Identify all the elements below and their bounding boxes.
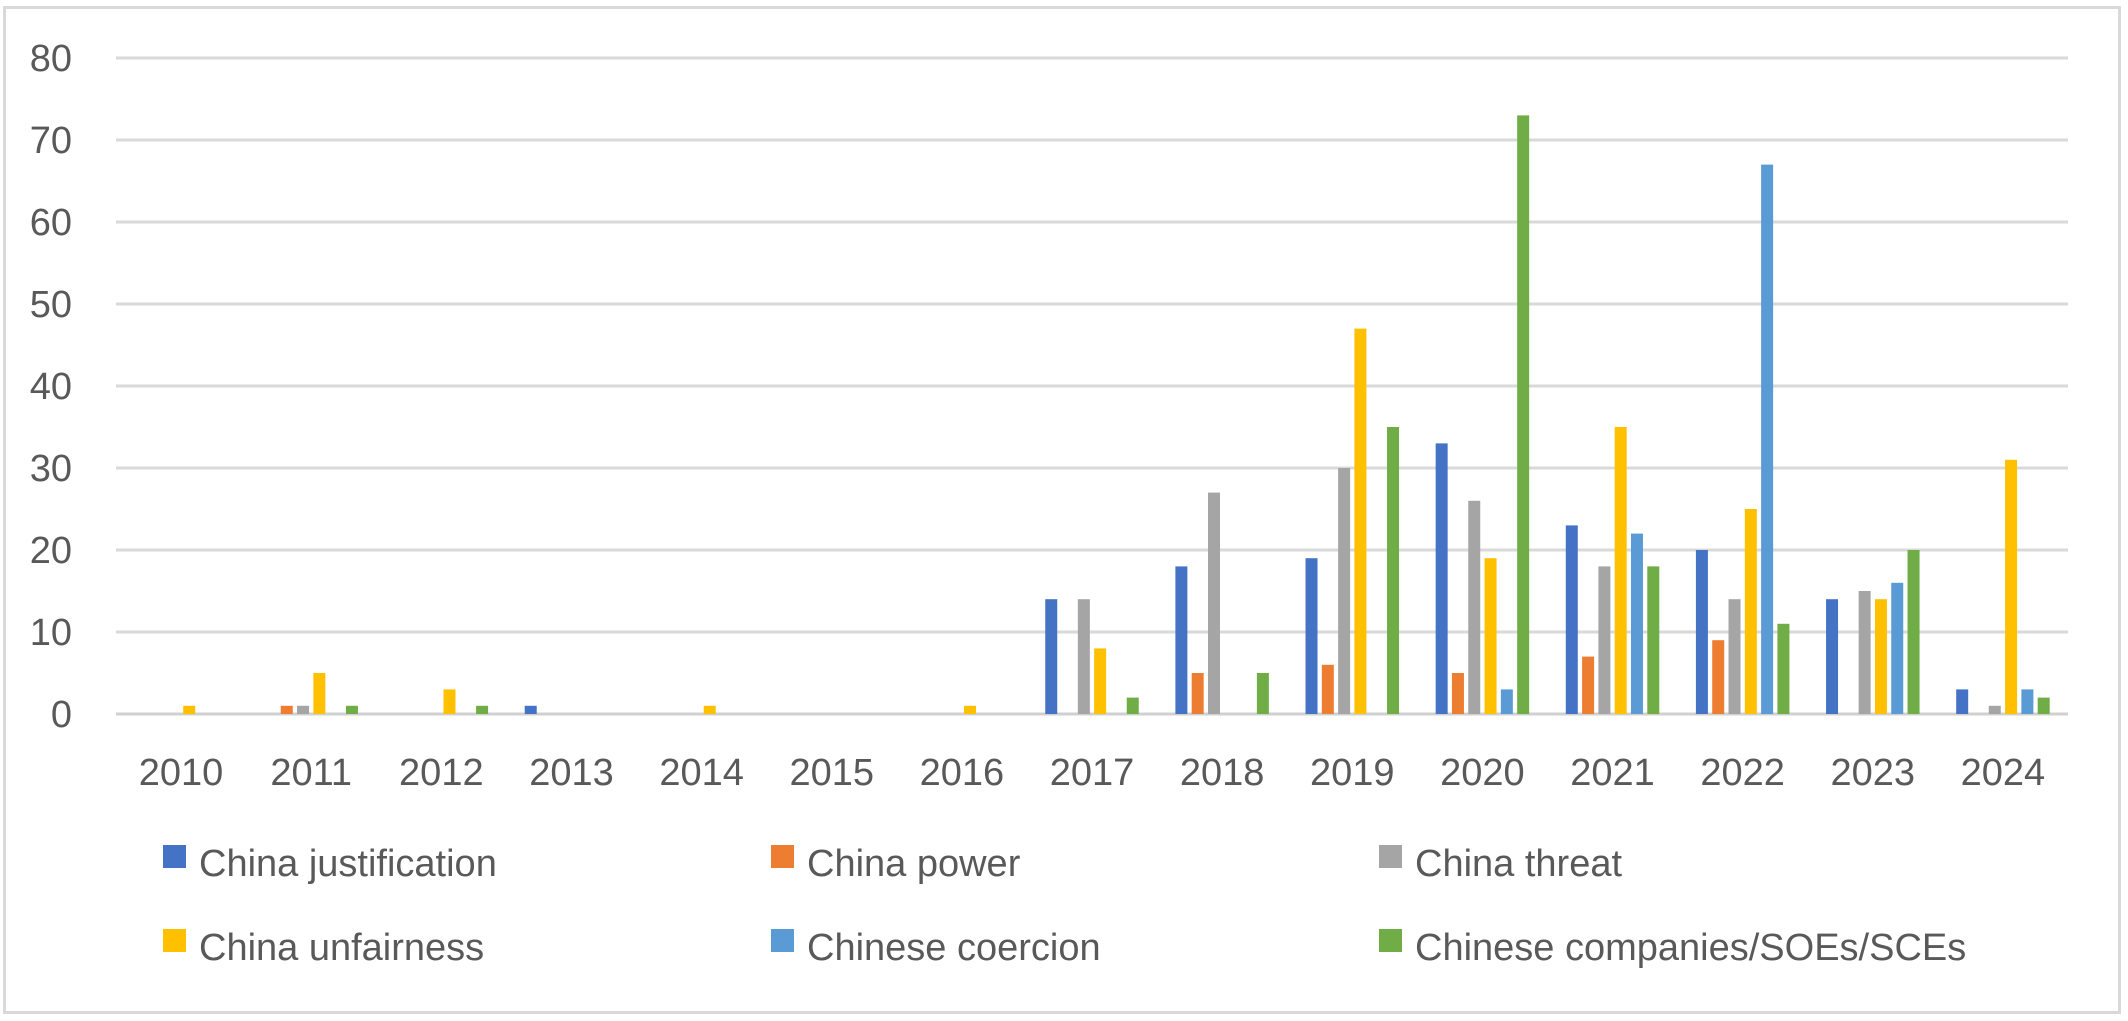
bar: [1744, 509, 1757, 714]
bar: [1191, 673, 1204, 714]
bar: [345, 705, 358, 714]
legend-swatch: [771, 845, 794, 868]
legend-label: Chinese coercion: [807, 927, 1101, 969]
legend-item: China threat: [1379, 843, 1622, 885]
y-tick-label: 60: [30, 202, 72, 244]
gridlines: [116, 56, 2068, 716]
bar: [1647, 566, 1660, 714]
x-tick-label: 2020: [1440, 752, 1525, 794]
bar: [1207, 492, 1220, 714]
bar: [1354, 328, 1367, 714]
y-tick-label: 30: [30, 448, 72, 490]
bar: [1256, 673, 1269, 714]
legend-item: China power: [771, 843, 1021, 885]
legend-label: China unfairness: [199, 927, 484, 969]
bar: [443, 689, 456, 714]
x-tick-label: 2021: [1570, 752, 1655, 794]
bar: [1435, 443, 1448, 714]
bar: [2005, 459, 2018, 714]
bar: [1761, 164, 1774, 715]
bar: [1094, 648, 1107, 714]
bar: [1077, 599, 1090, 714]
bar: [1956, 689, 1969, 714]
bar: [1874, 599, 1887, 714]
legend-item: China justification: [163, 843, 497, 885]
x-tick-label: 2016: [920, 752, 1005, 794]
bar: [1126, 697, 1139, 714]
bar: [1565, 525, 1578, 714]
bar: [703, 705, 716, 714]
legend: China justification China power China thre…: [163, 843, 1966, 969]
x-tick-label: 2010: [139, 752, 224, 794]
x-tick-label: 2023: [1831, 752, 1916, 794]
x-tick-label: 2024: [1961, 752, 2046, 794]
bar: [1500, 689, 1513, 714]
bar: [1712, 640, 1725, 714]
bar: [1468, 500, 1481, 714]
bar: [524, 705, 537, 714]
bar: [2021, 689, 2034, 714]
y-tick-label: 10: [30, 612, 72, 654]
bar: [1907, 550, 1920, 714]
x-tick-label: 2019: [1310, 752, 1395, 794]
legend-swatch: [771, 929, 794, 952]
bar: [1484, 558, 1497, 714]
legend-item: Chinese coercion: [771, 927, 1101, 969]
bar: [1614, 427, 1627, 714]
bar: [1630, 533, 1643, 714]
bar: [1858, 591, 1871, 714]
axes: 0 10 20 30 40 50 60 70 80 2010 2011 2012 2013 2014 201…: [30, 38, 2045, 794]
bars: [183, 115, 2050, 715]
bar: [1321, 664, 1334, 714]
bar: [1387, 427, 1400, 714]
bar: [964, 705, 977, 714]
legend-label: China threat: [1415, 843, 1622, 885]
bar: [1517, 115, 1530, 714]
legend-label: Chinese companies/SOEs/SCEs: [1415, 927, 1966, 969]
x-tick-label: 2011: [270, 752, 352, 794]
bar: [1826, 599, 1839, 714]
legend-item: China unfairness: [163, 927, 484, 969]
x-tick-label: 2014: [659, 752, 744, 794]
x-tick-label: 2017: [1050, 752, 1135, 794]
bar: [1728, 599, 1741, 714]
y-tick-label: 50: [30, 284, 72, 326]
x-tick-label: 2015: [789, 752, 874, 794]
bar: [1305, 558, 1318, 714]
bar: [1695, 550, 1708, 714]
bar: [2037, 697, 2050, 714]
bar: [1988, 705, 2001, 714]
x-tick-label: 2022: [1700, 752, 1785, 794]
legend-swatch: [1379, 845, 1402, 868]
bar: [1175, 566, 1188, 714]
legend-swatch: [163, 845, 186, 868]
legend-item: Chinese companies/SOEs/SCEs: [1379, 927, 1966, 969]
bar: [476, 705, 489, 714]
legend-label: China justification: [199, 843, 497, 885]
y-tick-label: 80: [30, 38, 72, 80]
x-tick-label: 2013: [529, 752, 614, 794]
bar: [183, 705, 196, 714]
bar: [297, 705, 310, 714]
y-tick-label: 70: [30, 120, 72, 162]
y-tick-label: 0: [51, 694, 72, 736]
bar: [1451, 673, 1464, 714]
x-tick-label: 2018: [1180, 752, 1265, 794]
y-tick-label: 40: [30, 366, 72, 408]
legend-label: China power: [807, 843, 1021, 885]
bar: [1338, 468, 1351, 714]
bar: [1582, 656, 1595, 714]
bar: [280, 705, 293, 714]
bar: [1891, 582, 1904, 714]
bar: [1777, 623, 1790, 714]
y-tick-label: 20: [30, 530, 72, 572]
bar: [1045, 599, 1058, 714]
bar: [313, 673, 326, 714]
legend-swatch: [163, 929, 186, 952]
x-tick-label: 2012: [399, 752, 484, 794]
legend-swatch: [1379, 929, 1402, 952]
bar: [1598, 566, 1611, 714]
